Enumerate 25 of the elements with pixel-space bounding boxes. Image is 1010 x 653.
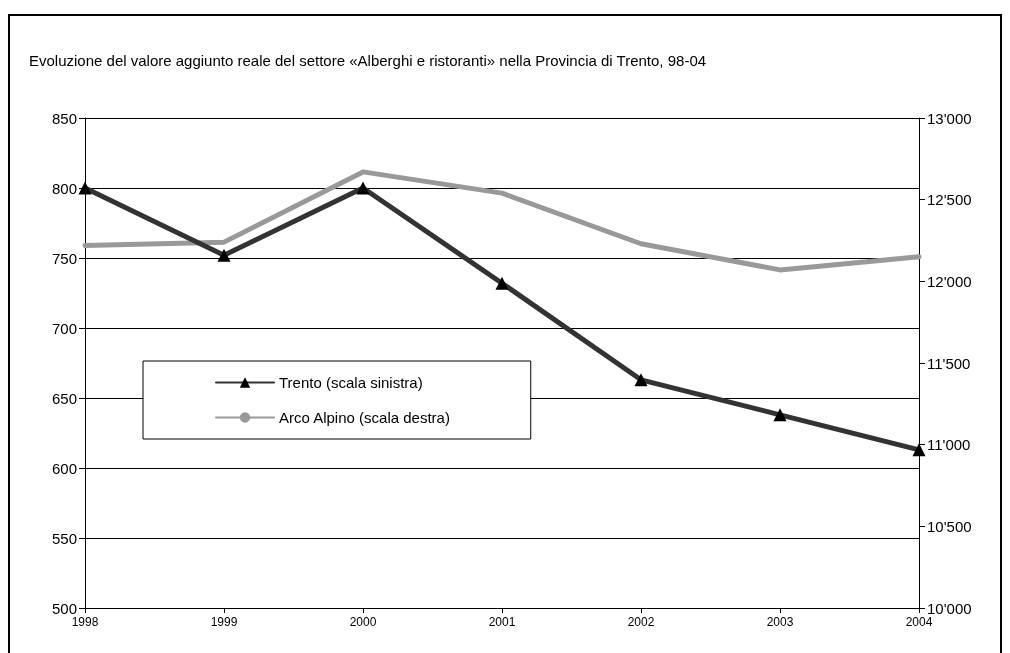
x-tick-label: 2003: [766, 615, 794, 629]
x-tick-label: 2002: [627, 615, 655, 629]
y2-tick-label: 10'500: [927, 517, 972, 535]
y-tick-label: 800: [51, 179, 77, 197]
y-tick-label: 750: [51, 249, 77, 267]
x-tick-label: 1999: [210, 615, 238, 629]
y-tick-label: 550: [51, 529, 77, 547]
y2-tick-label: 12'000: [927, 272, 972, 290]
legend-label: Arco Alpino (scala destra): [279, 409, 450, 426]
y-tick-label: 850: [51, 109, 77, 127]
x-tick-label: 2004: [905, 615, 933, 629]
y2-tick-label: 12'500: [927, 191, 972, 209]
x-tick-label: 1998: [71, 615, 99, 629]
y-tick-label: 700: [51, 319, 77, 337]
y-tick-label: 600: [51, 459, 77, 477]
y2-tick-label: 13'000: [927, 109, 972, 127]
y2-tick-label: 11'500: [927, 354, 971, 372]
y-tick-label: 500: [51, 599, 77, 617]
chart-title: Evoluzione del valore aggiunto reale del settore «Alberghi e ristoranti» nella Provincia di Trento, 98-04: [29, 52, 707, 69]
y2-tick-label: 11'000: [927, 436, 971, 454]
y2-tick-label: 10'000: [927, 599, 972, 617]
y-tick-label: 650: [51, 389, 77, 407]
x-tick-label: 2001: [488, 615, 516, 629]
x-tick-label: 2000: [349, 615, 377, 629]
legend-label: Trento (scala sinistra): [279, 374, 423, 391]
